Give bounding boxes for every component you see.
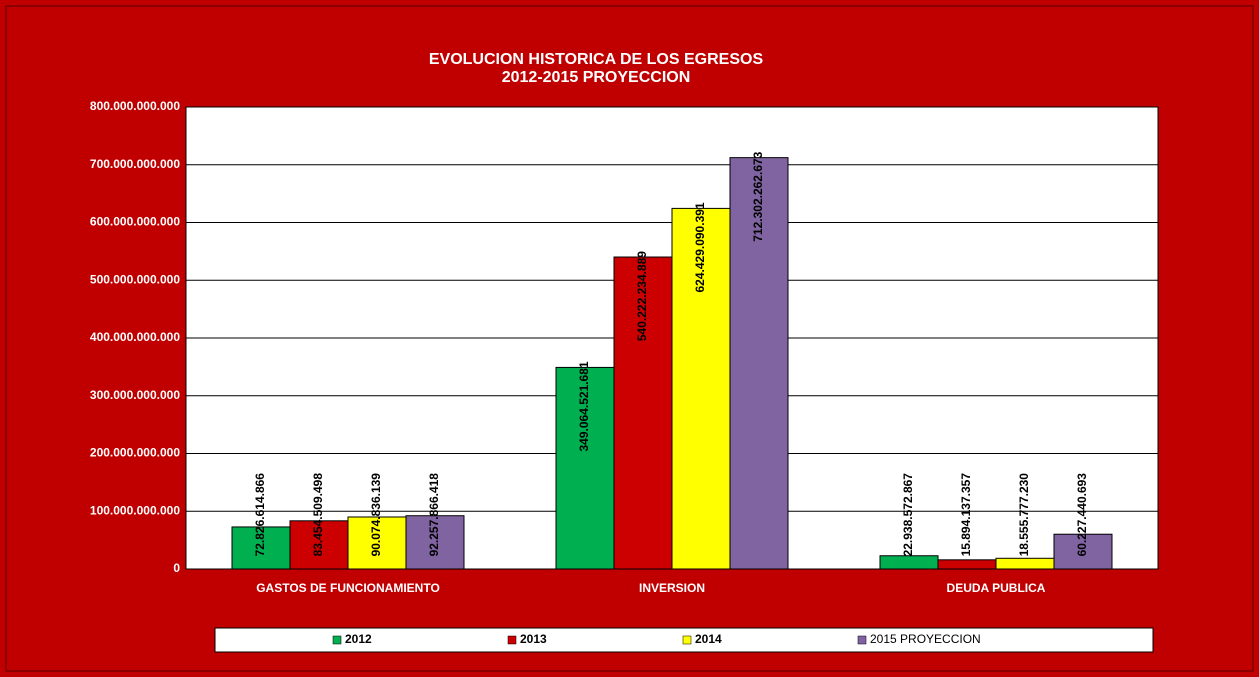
bar [729, 157, 789, 570]
legend-swatch [507, 635, 517, 645]
data-label: 60.227.440.693 [1075, 473, 1089, 557]
bar [289, 520, 349, 570]
data-label: 72.826.614.866 [253, 473, 267, 557]
data-label: 83.454.509.498 [311, 473, 325, 557]
data-label: 18.555.777.230 [1017, 473, 1031, 557]
bar [555, 366, 615, 570]
data-label: 90.074.836.139 [369, 473, 383, 557]
bar [1053, 533, 1113, 570]
x-tick-label: GASTOS DE FUNCIONAMIENTO [256, 581, 440, 595]
y-tick-label: 600.000.000.000 [90, 215, 180, 229]
y-tick-label: 100.000.000.000 [90, 503, 180, 517]
bar [347, 516, 407, 570]
y-tick-label: 700.000.000.000 [90, 157, 180, 171]
data-label: 349.064.521.681 [577, 361, 591, 451]
bar [937, 559, 997, 570]
data-label: 92.257.866.418 [427, 473, 441, 557]
legend-label: 2012 [345, 632, 372, 646]
bar [613, 256, 673, 570]
x-tick-label: INVERSION [639, 581, 705, 595]
legend-swatch [332, 635, 342, 645]
bar [879, 555, 939, 570]
y-tick-label: 400.000.000.000 [90, 330, 180, 344]
bar [231, 526, 291, 570]
legend-label: 2015 PROYECCION [870, 632, 981, 646]
data-label: 540.222.234.889 [635, 251, 649, 341]
legend-swatch [857, 635, 867, 645]
chart-subtitle: 2012-2015 PROYECCION [502, 69, 691, 86]
data-label: 15.894.137.357 [959, 473, 973, 557]
bar [671, 207, 731, 570]
legend-label: 2013 [520, 632, 547, 646]
legend-swatch [682, 635, 692, 645]
data-label: 624.429.090.391 [693, 202, 707, 292]
chart-border [5, 5, 1254, 672]
data-label: 22.938.572.867 [901, 473, 915, 557]
y-tick-label: 800.000.000.000 [90, 99, 180, 113]
y-tick-label: 200.000.000.000 [90, 446, 180, 460]
y-tick-label: 500.000.000.000 [90, 272, 180, 286]
bar [995, 557, 1055, 570]
legend-label: 2014 [695, 632, 722, 646]
x-tick-label: DEUDA PUBLICA [947, 581, 1046, 595]
chart-title: EVOLUCION HISTORICA DE LOS EGRESOS [429, 51, 764, 68]
y-tick-label: 0 [173, 561, 180, 575]
bar [405, 515, 465, 570]
data-label: 712.302.262.673 [751, 151, 765, 241]
y-tick-label: 300.000.000.000 [90, 388, 180, 402]
